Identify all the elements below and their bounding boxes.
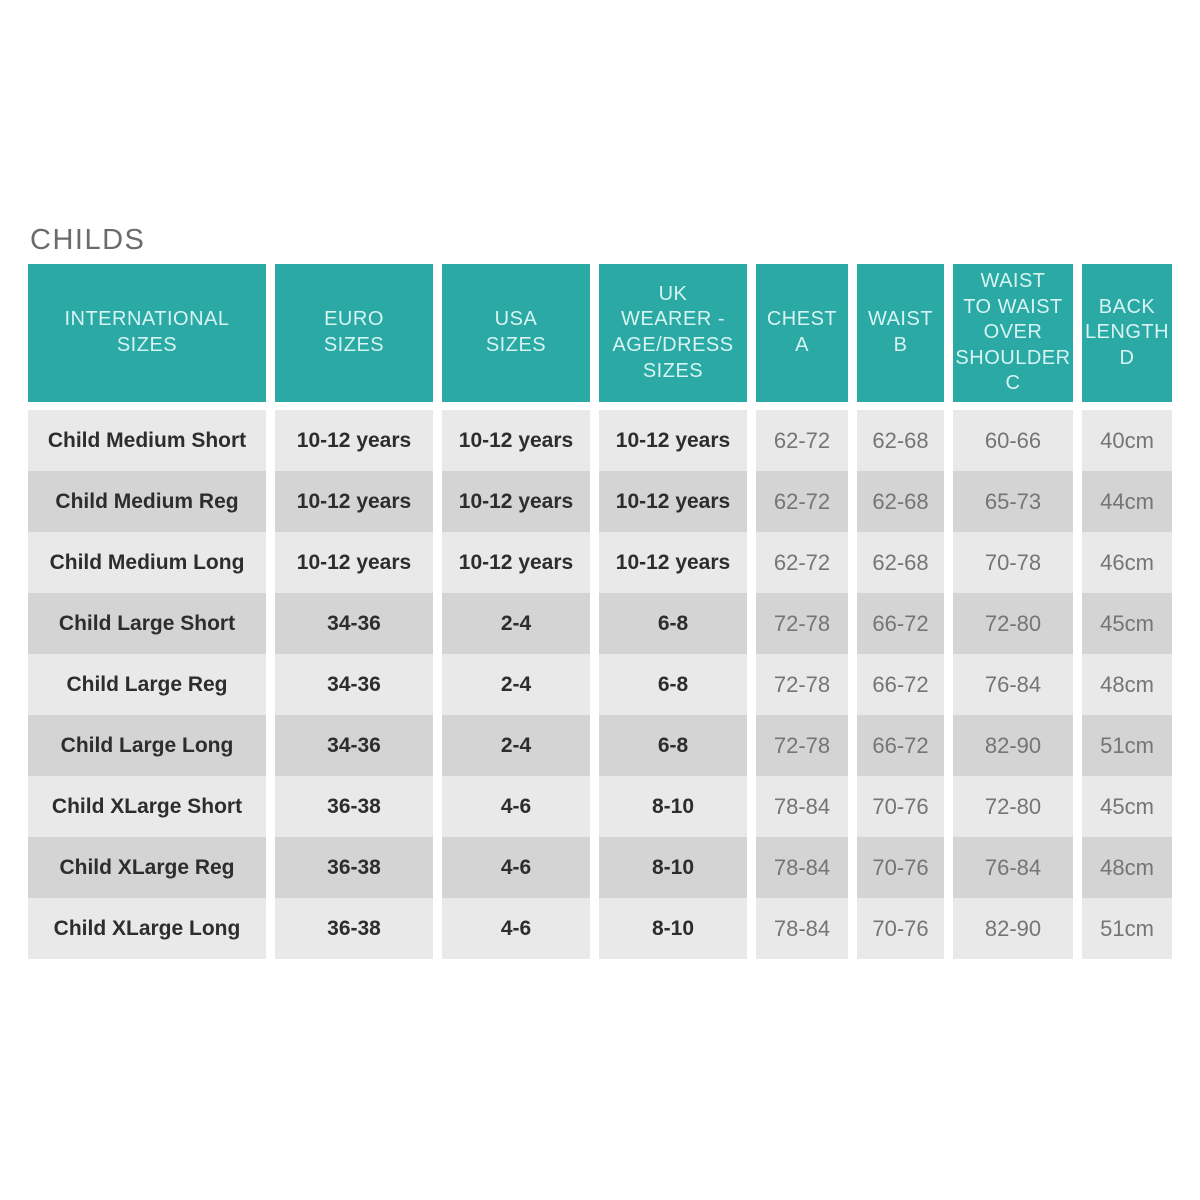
cell-waist-to-waist-over-shoulder-c: 65-73 <box>953 471 1073 532</box>
cell-waist-to-waist-over-shoulder-c: 76-84 <box>953 654 1073 715</box>
cell-usa-sizes: 4-6 <box>442 837 590 898</box>
cell-usa-sizes: 10-12 years <box>442 471 590 532</box>
cell-chest-a: 72-78 <box>756 715 848 776</box>
cell-back-length-d: 51cm <box>1082 715 1172 776</box>
cell-waist-b: 62-68 <box>857 410 944 471</box>
cell-waist-to-waist-over-shoulder-c: 60-66 <box>953 410 1073 471</box>
cell-usa-sizes: 2-4 <box>442 715 590 776</box>
page-title: CHILDS <box>30 224 146 256</box>
cell-euro-sizes: 36-38 <box>275 837 433 898</box>
cell-euro-sizes: 36-38 <box>275 776 433 837</box>
cell-uk-wearer-age-dress-sizes: 8-10 <box>599 776 747 837</box>
cell-international-sizes: Child XLarge Short <box>28 776 266 837</box>
cell-chest-a: 78-84 <box>756 837 848 898</box>
cell-back-length-d: 51cm <box>1082 898 1172 959</box>
cell-usa-sizes: 4-6 <box>442 898 590 959</box>
column-header-waist-b: WAIST B <box>857 264 944 402</box>
table-row: Child Large Long 34-36 2-4 6-8 72-78 66-72 82-… <box>28 715 1172 776</box>
cell-international-sizes: Child Medium Reg <box>28 471 266 532</box>
cell-euro-sizes: 34-36 <box>275 593 433 654</box>
cell-waist-b: 66-72 <box>857 654 944 715</box>
cell-back-length-d: 45cm <box>1082 593 1172 654</box>
column-header-euro-sizes: EURO SIZES <box>275 264 433 402</box>
table-row: Child Large Short 34-36 2-4 6-8 72-78 66-72 72… <box>28 593 1172 654</box>
cell-usa-sizes: 10-12 years <box>442 410 590 471</box>
table-row: Child Medium Short 10-12 years 10-12 years… <box>28 410 1172 471</box>
cell-waist-b: 70-76 <box>857 898 944 959</box>
cell-usa-sizes: 10-12 years <box>442 532 590 593</box>
column-header-chest-a: CHEST A <box>756 264 848 402</box>
cell-euro-sizes: 10-12 years <box>275 471 433 532</box>
table-body: Child Medium Short 10-12 years 10-12 years… <box>28 410 1172 959</box>
size-chart-page: CHILDS INTERNATIONAL SIZES EURO SIZES USA … <box>28 224 1172 959</box>
cell-euro-sizes: 34-36 <box>275 654 433 715</box>
cell-chest-a: 72-78 <box>756 593 848 654</box>
cell-international-sizes: Child XLarge Reg <box>28 837 266 898</box>
cell-back-length-d: 46cm <box>1082 532 1172 593</box>
cell-uk-wearer-age-dress-sizes: 10-12 years <box>599 410 747 471</box>
cell-back-length-d: 40cm <box>1082 410 1172 471</box>
cell-waist-b: 66-72 <box>857 715 944 776</box>
cell-euro-sizes: 10-12 years <box>275 410 433 471</box>
table-row: Child XLarge Long 36-38 4-6 8-10 78-84 70-76 8… <box>28 898 1172 959</box>
cell-euro-sizes: 10-12 years <box>275 532 433 593</box>
cell-waist-to-waist-over-shoulder-c: 82-90 <box>953 898 1073 959</box>
cell-waist-b: 70-76 <box>857 837 944 898</box>
cell-back-length-d: 44cm <box>1082 471 1172 532</box>
column-header-waist-to-waist-over-shoulder-c: WAIST TO WAIST OVER SHOULDER C <box>953 264 1073 402</box>
cell-uk-wearer-age-dress-sizes: 6-8 <box>599 593 747 654</box>
cell-waist-b: 62-68 <box>857 471 944 532</box>
table-row: Child Medium Long 10-12 years 10-12 years 1… <box>28 532 1172 593</box>
cell-waist-to-waist-over-shoulder-c: 72-80 <box>953 593 1073 654</box>
cell-euro-sizes: 36-38 <box>275 898 433 959</box>
table-row: Child Medium Reg 10-12 years 10-12 years 10… <box>28 471 1172 532</box>
cell-waist-to-waist-over-shoulder-c: 72-80 <box>953 776 1073 837</box>
cell-international-sizes: Child XLarge Long <box>28 898 266 959</box>
cell-waist-b: 70-76 <box>857 776 944 837</box>
cell-uk-wearer-age-dress-sizes: 6-8 <box>599 654 747 715</box>
cell-back-length-d: 48cm <box>1082 837 1172 898</box>
cell-waist-to-waist-over-shoulder-c: 82-90 <box>953 715 1073 776</box>
cell-waist-b: 62-68 <box>857 532 944 593</box>
cell-usa-sizes: 2-4 <box>442 593 590 654</box>
column-header-usa-sizes: USA SIZES <box>442 264 590 402</box>
cell-international-sizes: Child Large Short <box>28 593 266 654</box>
cell-international-sizes: Child Medium Short <box>28 410 266 471</box>
cell-international-sizes: Child Large Long <box>28 715 266 776</box>
table-header-row: INTERNATIONAL SIZES EURO SIZES USA SIZES UK… <box>28 264 1172 402</box>
cell-chest-a: 62-72 <box>756 532 848 593</box>
cell-uk-wearer-age-dress-sizes: 10-12 years <box>599 532 747 593</box>
cell-usa-sizes: 2-4 <box>442 654 590 715</box>
cell-chest-a: 78-84 <box>756 898 848 959</box>
cell-waist-to-waist-over-shoulder-c: 70-78 <box>953 532 1073 593</box>
cell-waist-to-waist-over-shoulder-c: 76-84 <box>953 837 1073 898</box>
cell-back-length-d: 48cm <box>1082 654 1172 715</box>
table-row: Child XLarge Short 36-38 4-6 8-10 78-84 70-76… <box>28 776 1172 837</box>
cell-international-sizes: Child Large Reg <box>28 654 266 715</box>
table-row: Child XLarge Reg 36-38 4-6 8-10 78-84 70-76 76… <box>28 837 1172 898</box>
cell-uk-wearer-age-dress-sizes: 10-12 years <box>599 471 747 532</box>
cell-chest-a: 72-78 <box>756 654 848 715</box>
size-table: INTERNATIONAL SIZES EURO SIZES USA SIZES UK… <box>28 264 1172 959</box>
table-row: Child Large Reg 34-36 2-4 6-8 72-78 66-72 76-8… <box>28 654 1172 715</box>
cell-usa-sizes: 4-6 <box>442 776 590 837</box>
cell-euro-sizes: 34-36 <box>275 715 433 776</box>
cell-international-sizes: Child Medium Long <box>28 532 266 593</box>
cell-chest-a: 78-84 <box>756 776 848 837</box>
cell-uk-wearer-age-dress-sizes: 6-8 <box>599 715 747 776</box>
cell-back-length-d: 45cm <box>1082 776 1172 837</box>
column-header-uk-wearer-age-dress-sizes: UK WEARER - AGE/DRESS SIZES <box>599 264 747 402</box>
cell-chest-a: 62-72 <box>756 471 848 532</box>
cell-chest-a: 62-72 <box>756 410 848 471</box>
cell-uk-wearer-age-dress-sizes: 8-10 <box>599 837 747 898</box>
column-header-back-length-d: BACK LENGTH D <box>1082 264 1172 402</box>
column-header-international-sizes: INTERNATIONAL SIZES <box>28 264 266 402</box>
cell-waist-b: 66-72 <box>857 593 944 654</box>
cell-uk-wearer-age-dress-sizes: 8-10 <box>599 898 747 959</box>
